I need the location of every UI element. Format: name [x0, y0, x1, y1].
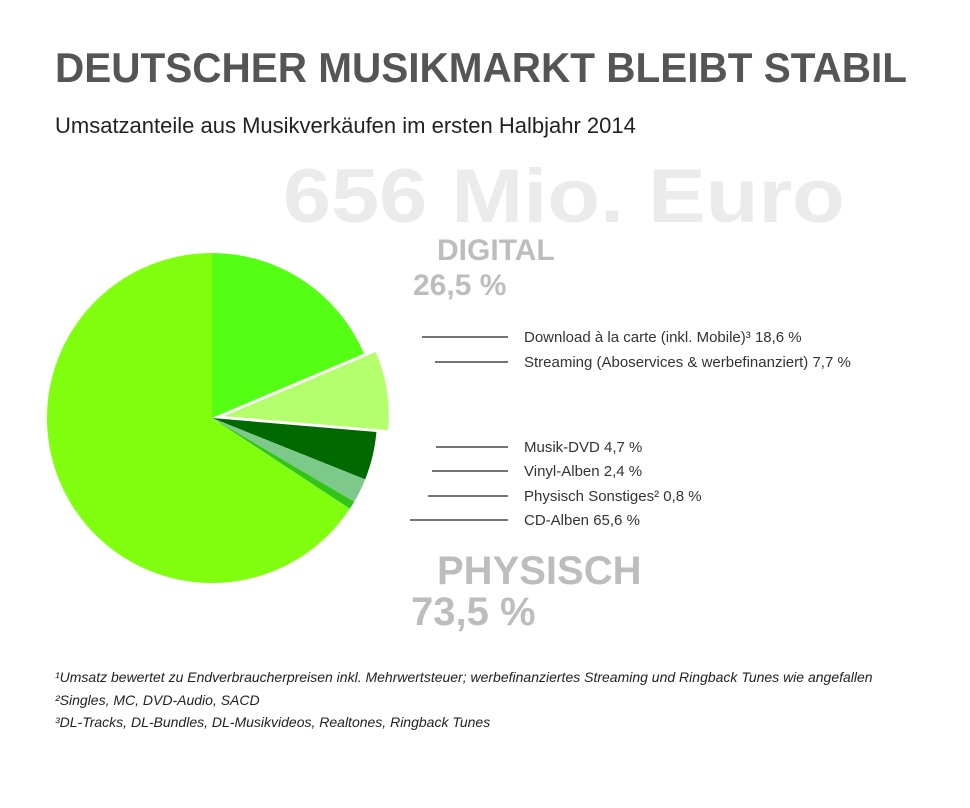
value-label: 4,7 % [604, 439, 642, 456]
slice-label: Download à la carte (inkl. Mobile)³ 18,6… [524, 329, 802, 346]
value-label: 7,7 % [812, 354, 850, 371]
category-name: Physisch Sonstiges² [524, 488, 659, 505]
footnote: ²Singles, MC, DVD-Audio, SACD [55, 692, 260, 708]
category-name: Musik-DVD [524, 439, 600, 456]
pie-slice [212, 418, 366, 502]
leader-lines [410, 336, 508, 521]
pie [46, 253, 389, 583]
category-name: Download à la carte (inkl. Mobile)³ [524, 329, 751, 346]
slice-label: Streaming (Aboservices & werbefinanziert… [524, 354, 851, 371]
slice-label: Vinyl-Alben 2,4 % [524, 463, 642, 480]
chart-title: DEUTSCHER MUSIKMARKT BLEIBT STABIL [55, 44, 907, 91]
group-value: 73,5 % [411, 590, 536, 634]
value-label: 65,6 % [593, 512, 640, 529]
pie-slice [212, 253, 364, 418]
category-name: Streaming (Aboservices & werbefinanziert… [524, 354, 808, 371]
value-label: 18,6 % [755, 329, 802, 346]
chart-subtitle: Umsatzanteile aus Musikverkäufen im erst… [55, 113, 636, 138]
footnote: ³DL-Tracks, DL-Bundles, DL-Musikvideos, … [55, 714, 490, 730]
group-name: DIGITAL [437, 234, 555, 267]
pie-slice [212, 418, 377, 480]
category-name: CD-Alben [524, 512, 589, 529]
value-label: 0,8 % [663, 488, 701, 505]
value-label: 2,4 % [604, 463, 642, 480]
group-value: 26,5 % [413, 269, 506, 302]
category-name: Vinyl-Alben [524, 463, 600, 480]
slice-label: CD-Alben 65,6 % [524, 512, 640, 529]
pie-slice [212, 418, 355, 509]
pie-slice [46, 253, 350, 583]
slice-label: Musik-DVD 4,7 % [524, 439, 642, 456]
group-name: PHYSISCH [437, 549, 642, 593]
pie-slice [223, 351, 389, 431]
total-annotation: 656 Mio. Euro [283, 154, 845, 239]
slice-label: Physisch Sonstiges² 0,8 % [524, 488, 702, 505]
footnote: ¹Umsatz bewertet zu Endverbraucherpreise… [55, 669, 873, 685]
